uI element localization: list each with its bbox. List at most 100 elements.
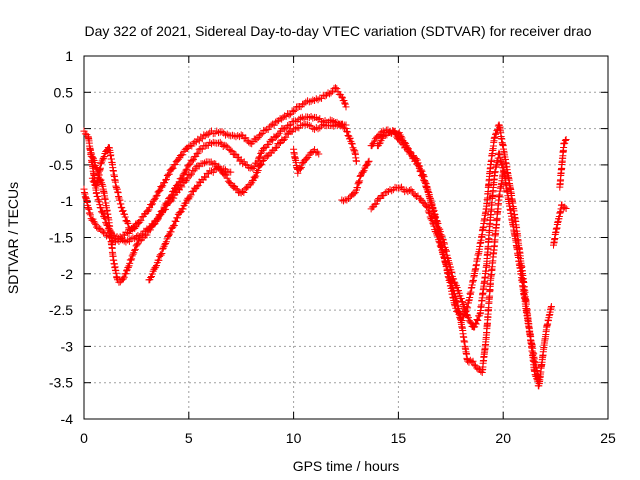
- data-point: [419, 173, 427, 181]
- data-point: [153, 262, 161, 270]
- x-tick-label: 20: [495, 430, 511, 446]
- data-point: [391, 183, 399, 191]
- data-point: [90, 218, 98, 226]
- data-point: [364, 158, 372, 166]
- y-axis-label: SDTVAR / TECUs: [5, 182, 21, 294]
- data-point: [433, 218, 441, 226]
- data-point: [453, 298, 461, 306]
- data-point: [127, 256, 135, 264]
- data-point: [129, 234, 137, 242]
- series-track-10: [367, 168, 507, 376]
- data-point: [167, 193, 175, 201]
- data-point: [182, 199, 190, 207]
- data-point: [257, 160, 265, 168]
- data-point: [124, 263, 132, 271]
- data-point: [442, 261, 450, 269]
- data-point: [123, 218, 131, 226]
- data-point: [180, 170, 188, 178]
- data-point: [547, 302, 555, 310]
- data-point: [118, 204, 126, 212]
- data-point: [240, 188, 248, 196]
- data-point: [435, 224, 443, 232]
- data-point: [439, 250, 447, 258]
- data-point: [464, 314, 472, 322]
- data-point: [95, 196, 103, 204]
- data-point: [177, 175, 185, 183]
- data-point: [183, 165, 191, 173]
- series-track-1: [80, 84, 350, 243]
- data-point: [296, 165, 304, 173]
- data-point: [346, 134, 354, 142]
- data-point: [120, 273, 128, 281]
- data-point: [396, 184, 404, 192]
- data-point: [356, 177, 364, 185]
- data-point: [162, 205, 170, 213]
- y-tick-label: -2: [61, 266, 74, 282]
- data-point: [339, 197, 347, 205]
- data-point: [202, 173, 210, 181]
- data-point: [261, 126, 269, 134]
- data-point: [350, 190, 358, 198]
- y-tick-label: 0: [65, 121, 73, 137]
- data-point: [561, 203, 569, 211]
- data-point: [204, 141, 212, 149]
- data-point: [89, 177, 97, 185]
- data-point: [89, 155, 97, 163]
- data-point: [452, 293, 460, 301]
- data-point: [427, 196, 435, 204]
- data-point: [198, 135, 206, 143]
- data-point: [448, 279, 456, 287]
- data-point: [144, 207, 152, 215]
- data-point: [182, 166, 190, 174]
- data-point: [152, 263, 160, 271]
- data-point: [418, 171, 426, 179]
- data-point: [223, 174, 231, 182]
- data-point: [434, 232, 442, 240]
- data-point: [441, 255, 449, 263]
- data-point: [199, 160, 207, 168]
- data-point: [99, 209, 107, 217]
- series-track-8: [367, 121, 555, 390]
- data-point: [174, 214, 182, 222]
- data-point: [453, 297, 461, 305]
- data-point: [445, 270, 453, 278]
- y-tick-label: 1: [65, 48, 73, 64]
- data-point: [98, 208, 106, 216]
- data-point: [204, 130, 212, 138]
- data-point: [348, 140, 356, 148]
- y-tick-label: 0.5: [54, 84, 74, 100]
- data-point: [404, 145, 412, 153]
- data-point: [153, 216, 161, 224]
- data-point: [158, 183, 166, 191]
- data-point: [290, 108, 298, 116]
- data-point: [535, 375, 543, 383]
- data-point: [235, 133, 243, 141]
- data-point: [198, 145, 206, 153]
- data-point: [185, 143, 193, 151]
- grid-lines: [84, 56, 608, 419]
- data-point: [339, 120, 347, 128]
- data-point: [219, 142, 227, 150]
- data-point: [143, 231, 151, 239]
- data-point: [466, 318, 474, 326]
- data-point: [321, 92, 329, 100]
- data-point: [176, 208, 184, 216]
- data-point: [463, 311, 471, 319]
- data-point: [129, 225, 137, 233]
- data-point: [561, 137, 569, 145]
- data-point: [437, 231, 445, 239]
- data-point: [440, 253, 448, 261]
- data-point: [420, 176, 428, 184]
- data-point: [423, 203, 431, 211]
- data-point: [348, 139, 356, 147]
- data-point: [133, 220, 141, 228]
- data-point: [438, 249, 446, 257]
- data-point: [223, 130, 231, 138]
- series-track-2: [80, 113, 360, 246]
- data-point: [297, 163, 305, 171]
- data-point: [469, 357, 477, 365]
- x-axis-label: GPS time / hours: [293, 458, 400, 474]
- data-point: [474, 317, 482, 325]
- data-point: [165, 232, 173, 240]
- data-point: [162, 238, 170, 246]
